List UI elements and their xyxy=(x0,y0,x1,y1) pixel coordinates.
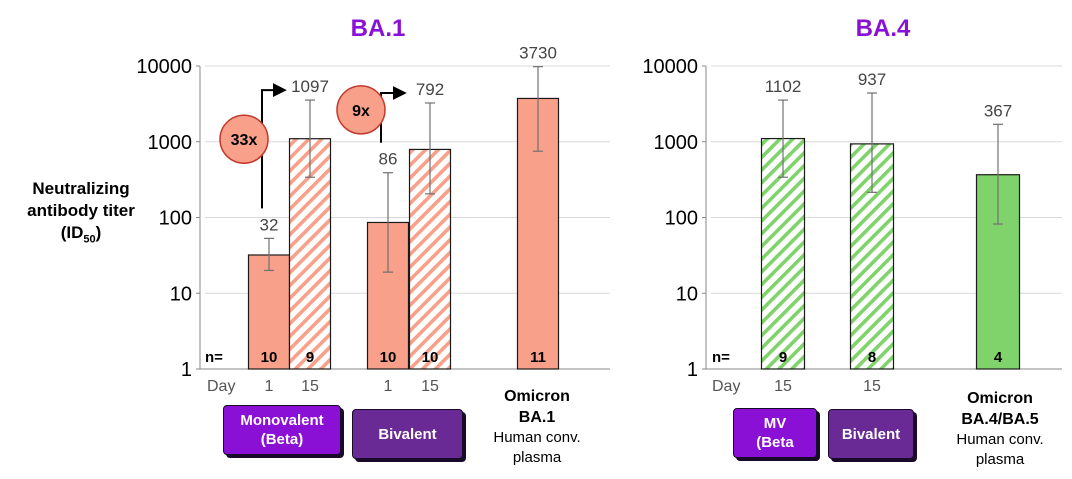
data-label: 32 xyxy=(260,215,279,234)
n-count: 10 xyxy=(422,349,439,366)
y-axis-label-line3: (ID50) xyxy=(6,222,156,250)
y-axis-label-line2: antibody titer xyxy=(6,200,156,222)
group-badge-monovalent: Monovalent (Beta) xyxy=(223,405,341,455)
data-label: 1102 xyxy=(765,77,802,96)
y-tick-label: 10 xyxy=(676,283,698,305)
badge-bivalent-ba4-label: Bivalent xyxy=(842,425,900,444)
omicron-ba1-line2: BA.1 xyxy=(473,407,601,428)
chart-title: BA.1 xyxy=(351,15,406,42)
x-tick-label: 15 xyxy=(863,378,881,395)
omicron-ba4-line3: Human conv. xyxy=(932,430,1068,450)
y-axis-label-sub: 50 xyxy=(83,233,95,245)
omicron-ba4-line1: Omicron xyxy=(932,388,1068,409)
group-badge-bivalent-ba1: Bivalent xyxy=(352,409,463,459)
group-label-omicron-ba4: Omicron BA.4/BA.5 Human conv. plasma xyxy=(932,388,1068,470)
y-axis-label-close: ) xyxy=(96,223,102,242)
omicron-ba1-line3: Human conv. xyxy=(473,428,601,448)
fold-change-arrow xyxy=(381,93,404,143)
y-tick-label: 100 xyxy=(665,208,698,230)
n-prefix: n= xyxy=(205,349,223,366)
data-label: 367 xyxy=(984,101,1012,120)
group-badge-bivalent-ba4: Bivalent xyxy=(828,409,914,459)
x-tick-label: 15 xyxy=(301,378,319,395)
omicron-ba1-line4: plasma xyxy=(473,448,601,468)
badge-mv-line2: (Beta xyxy=(756,433,794,452)
x-tick-label: 15 xyxy=(421,378,439,395)
y-axis-label: Neutralizing antibody titer (ID50) xyxy=(6,178,156,250)
y-tick-label: 100 xyxy=(159,208,192,230)
y-tick-label: 10000 xyxy=(642,56,698,78)
badge-mv-line1: MV xyxy=(756,414,794,433)
data-label: 3730 xyxy=(519,44,557,63)
y-tick-label: 1000 xyxy=(148,132,193,154)
panel-ba1: BA.1 1 10 100 1000 10000 n= Day 32 10 1 1097 9 15 86 10… xyxy=(136,15,610,395)
panel-ba4: BA.4 1 10 100 1000 10000 n= Day 1102 9 15 937 8 15 367… xyxy=(642,15,1062,395)
y-tick-label: 10 xyxy=(170,283,192,305)
chart-title: BA.4 xyxy=(856,15,911,42)
n-count: 11 xyxy=(530,349,546,366)
y-tick-label: 1 xyxy=(181,359,192,381)
omicron-ba4-line4: plasma xyxy=(932,450,1068,470)
n-count: 8 xyxy=(868,349,876,366)
fold-change-label: 33x xyxy=(231,132,258,149)
fold-change-label: 9x xyxy=(352,103,370,120)
badge-monovalent-line2: (Beta) xyxy=(240,430,323,449)
data-label: 1097 xyxy=(291,77,329,96)
n-count: 10 xyxy=(261,349,278,366)
data-label: 86 xyxy=(379,150,398,169)
x-tick-label: 15 xyxy=(774,378,792,395)
omicron-ba1-line1: Omicron xyxy=(473,386,601,407)
data-label: 937 xyxy=(858,70,886,89)
data-label: 792 xyxy=(416,80,444,99)
n-count: 9 xyxy=(779,349,787,366)
omicron-ba4-line2: BA.4/BA.5 xyxy=(932,409,1068,430)
group-label-omicron-ba1: Omicron BA.1 Human conv. plasma xyxy=(473,386,601,468)
group-badge-mv: MV (Beta xyxy=(733,408,817,458)
n-count: 4 xyxy=(994,349,1003,366)
day-prefix: Day xyxy=(207,378,235,395)
y-axis-label-id: (ID xyxy=(61,223,84,242)
y-tick-label: 10000 xyxy=(136,56,192,78)
y-axis-label-line1: Neutralizing xyxy=(6,178,156,200)
day-prefix: Day xyxy=(712,378,740,395)
n-prefix: n= xyxy=(712,349,730,366)
badge-monovalent-line1: Monovalent xyxy=(240,411,323,430)
x-tick-label: 1 xyxy=(265,378,274,395)
y-tick-label: 1 xyxy=(687,359,698,381)
x-tick-label: 1 xyxy=(384,378,393,395)
n-count: 10 xyxy=(380,349,397,366)
n-count: 9 xyxy=(306,349,314,366)
y-tick-label: 1000 xyxy=(654,132,699,154)
badge-bivalent-ba1-label: Bivalent xyxy=(378,425,436,444)
